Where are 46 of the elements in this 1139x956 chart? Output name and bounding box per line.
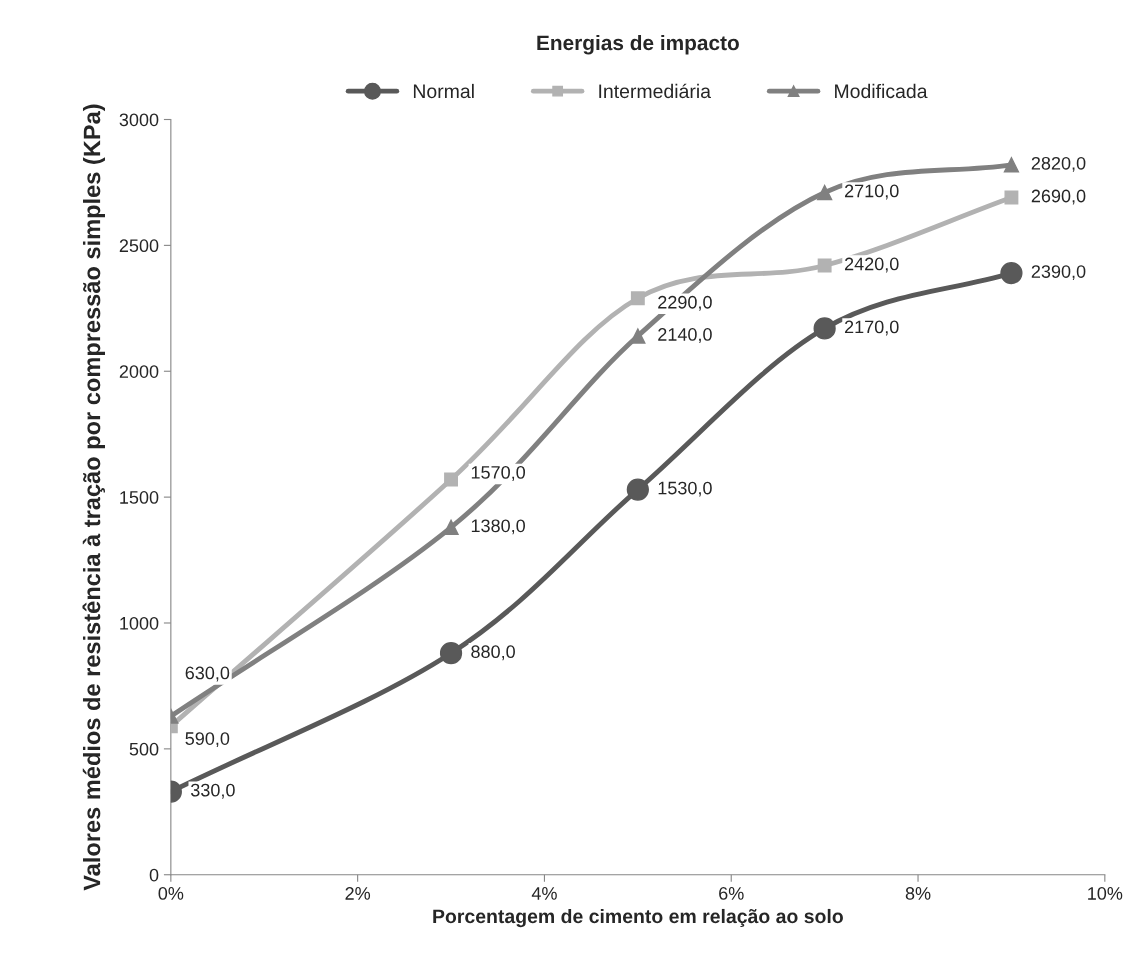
x-tick-label: 4% [531, 887, 557, 900]
data-label: 330,0 [190, 783, 235, 799]
data-label: 2710,0 [844, 184, 899, 200]
data-label: 2140,0 [658, 328, 712, 343]
y-tick-label: 2000 [119, 365, 159, 378]
legend-label: Modificada [835, 83, 928, 99]
data-label: 630,0 [185, 666, 230, 682]
x-tick-label: 8% [905, 887, 931, 900]
y-tick-label: 1000 [120, 616, 159, 630]
point [1003, 157, 1020, 173]
point [626, 478, 649, 501]
y-tick-label: 2500 [119, 239, 159, 253]
data-label: 2820,0 [1031, 156, 1086, 172]
legend-label: Intermediária [599, 83, 711, 99]
legend-label: Normal [413, 83, 474, 99]
data-label: 1380,0 [471, 519, 526, 535]
data-label: 1530,0 [658, 481, 712, 497]
point [444, 472, 458, 487]
point [813, 317, 836, 340]
x-tick-label: 6% [719, 887, 744, 900]
y-tick-label: 3000 [119, 113, 159, 127]
y-tick-label: 1500 [120, 491, 159, 504]
point [1004, 190, 1019, 205]
point [443, 519, 459, 535]
y-tick-label: 500 [129, 742, 159, 756]
point [630, 291, 645, 306]
point [630, 328, 646, 344]
point [1000, 261, 1023, 285]
point [817, 258, 832, 273]
data-label: 2390,0 [1031, 265, 1086, 281]
point [439, 642, 463, 665]
data-label: 2690,0 [1031, 189, 1086, 205]
chart-title: Energias de impacto [537, 34, 739, 55]
data-label: 590,0 [185, 732, 230, 748]
data-label: 2170,0 [844, 320, 899, 336]
x-tick-label: 10% [1088, 887, 1123, 900]
x-tick-label: 0% [158, 887, 184, 900]
point [816, 184, 833, 201]
data-label: 2420,0 [844, 257, 899, 273]
y-axis-title: Valores médios de resistência à tração por compressão simples (KPa) [82, 104, 105, 891]
data-label: 2290,0 [658, 295, 712, 311]
y-tick-label: 0 [149, 868, 159, 882]
data-label: 880,0 [471, 645, 515, 661]
data-label: 1570,0 [471, 466, 526, 481]
x-axis-title: Porcentagem de cimento em relação ao solo [433, 908, 843, 928]
x-tick-label: 2% [345, 887, 371, 900]
